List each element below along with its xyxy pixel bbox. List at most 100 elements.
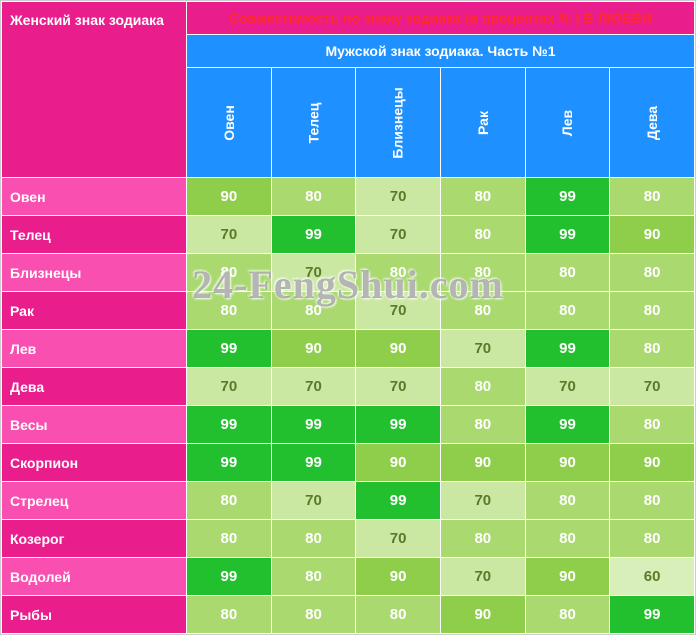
- value-cell: 70: [356, 520, 441, 558]
- value-cell: 80: [525, 254, 610, 292]
- value-cell: 90: [440, 596, 525, 634]
- value-cell: 80: [271, 596, 356, 634]
- value-cell: 99: [356, 482, 441, 520]
- value-cell: 99: [525, 330, 610, 368]
- value-cell: 70: [525, 368, 610, 406]
- column-header: Дева: [610, 68, 695, 178]
- value-cell: 70: [440, 482, 525, 520]
- value-cell: 90: [610, 216, 695, 254]
- value-cell: 70: [187, 216, 272, 254]
- value-cell: 99: [356, 406, 441, 444]
- row-header: Скорпион: [2, 444, 187, 482]
- column-header: Рак: [440, 68, 525, 178]
- value-cell: 99: [271, 216, 356, 254]
- row-header: Водолей: [2, 558, 187, 596]
- value-cell: 80: [610, 178, 695, 216]
- value-cell: 80: [610, 406, 695, 444]
- column-header-label: Рак: [475, 111, 491, 135]
- value-cell: 80: [525, 596, 610, 634]
- value-cell: 90: [356, 330, 441, 368]
- value-cell: 80: [356, 596, 441, 634]
- value-cell: 90: [271, 330, 356, 368]
- value-cell: 80: [610, 330, 695, 368]
- zodiac-table: Женский знак зодиака Совместимость по зн…: [1, 1, 695, 634]
- column-header-label: Близнецы: [390, 87, 406, 158]
- value-cell: 80: [271, 520, 356, 558]
- row-header: Рак: [2, 292, 187, 330]
- value-cell: 80: [187, 596, 272, 634]
- value-cell: 80: [525, 292, 610, 330]
- subtitle: Мужской знак зодиака. Часть №1: [187, 35, 695, 68]
- value-cell: 80: [440, 292, 525, 330]
- value-cell: 70: [271, 254, 356, 292]
- value-cell: 70: [610, 368, 695, 406]
- main-title: Совместимость по знаку зодиака (в процен…: [187, 2, 695, 35]
- value-cell: 80: [271, 178, 356, 216]
- column-header-label: Дева: [644, 105, 660, 139]
- value-cell: 80: [610, 254, 695, 292]
- value-cell: 80: [610, 520, 695, 558]
- value-cell: 99: [271, 406, 356, 444]
- value-cell: 80: [440, 368, 525, 406]
- row-header: Лев: [2, 330, 187, 368]
- value-cell: 80: [610, 292, 695, 330]
- value-cell: 99: [525, 178, 610, 216]
- value-cell: 80: [271, 292, 356, 330]
- column-header: Телец: [271, 68, 356, 178]
- column-header: Овен: [187, 68, 272, 178]
- value-cell: 80: [356, 254, 441, 292]
- value-cell: 80: [187, 482, 272, 520]
- value-cell: 99: [187, 558, 272, 596]
- compatibility-table-container: Женский знак зодиака Совместимость по зн…: [0, 0, 696, 635]
- value-cell: 90: [525, 444, 610, 482]
- value-cell: 70: [187, 368, 272, 406]
- column-header-label: Лев: [559, 109, 575, 135]
- value-cell: 80: [440, 216, 525, 254]
- column-header-label: Овен: [221, 105, 237, 141]
- value-cell: 99: [525, 216, 610, 254]
- row-header: Телец: [2, 216, 187, 254]
- value-cell: 90: [356, 444, 441, 482]
- row-header: Близнецы: [2, 254, 187, 292]
- value-cell: 70: [356, 368, 441, 406]
- value-cell: 80: [187, 254, 272, 292]
- row-header: Рыбы: [2, 596, 187, 634]
- value-cell: 80: [440, 254, 525, 292]
- value-cell: 70: [356, 178, 441, 216]
- value-cell: 60: [610, 558, 695, 596]
- value-cell: 70: [271, 482, 356, 520]
- value-cell: 99: [187, 330, 272, 368]
- value-cell: 90: [610, 444, 695, 482]
- value-cell: 80: [440, 406, 525, 444]
- value-cell: 90: [356, 558, 441, 596]
- value-cell: 80: [440, 178, 525, 216]
- value-cell: 90: [187, 178, 272, 216]
- row-header: Козерог: [2, 520, 187, 558]
- value-cell: 99: [525, 406, 610, 444]
- column-header: Лев: [525, 68, 610, 178]
- value-cell: 90: [525, 558, 610, 596]
- value-cell: 70: [271, 368, 356, 406]
- value-cell: 80: [525, 482, 610, 520]
- value-cell: 70: [356, 216, 441, 254]
- column-header: Близнецы: [356, 68, 441, 178]
- row-header: Овен: [2, 178, 187, 216]
- value-cell: 99: [271, 444, 356, 482]
- value-cell: 80: [271, 558, 356, 596]
- value-cell: 99: [610, 596, 695, 634]
- value-cell: 99: [187, 406, 272, 444]
- value-cell: 80: [610, 482, 695, 520]
- column-header-label: Телец: [305, 102, 321, 143]
- value-cell: 70: [440, 558, 525, 596]
- value-cell: 99: [187, 444, 272, 482]
- value-cell: 80: [187, 292, 272, 330]
- corner-header: Женский знак зодиака: [2, 2, 187, 178]
- value-cell: 80: [187, 520, 272, 558]
- value-cell: 70: [356, 292, 441, 330]
- row-header: Весы: [2, 406, 187, 444]
- row-header: Дева: [2, 368, 187, 406]
- value-cell: 70: [440, 330, 525, 368]
- row-header: Стрелец: [2, 482, 187, 520]
- value-cell: 90: [440, 444, 525, 482]
- value-cell: 80: [525, 520, 610, 558]
